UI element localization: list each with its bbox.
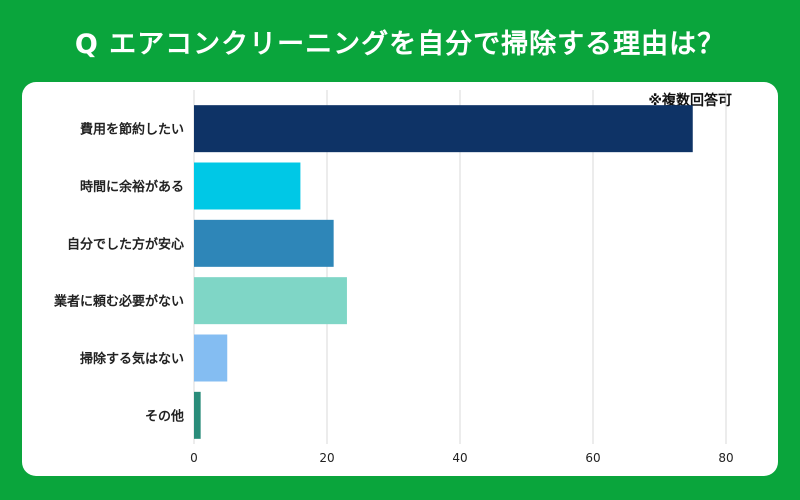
multiple-answer-note: ※複数回答可	[648, 93, 732, 109]
x-tick-label: 80	[718, 451, 733, 465]
chart-title: Q エアコンクリーニングを自分で掃除する理由は？	[74, 28, 726, 60]
bar	[194, 162, 301, 210]
category-label: 費用を節約したい	[80, 122, 184, 138]
category-label: 業者に頼む必要がない	[53, 294, 184, 310]
category-label: 時間に余裕がある	[80, 179, 184, 195]
bar	[194, 334, 228, 382]
bar	[194, 105, 693, 153]
bar-chart: 費用を節約したい時間に余裕がある自分でした方が安心業者に頼む必要がない掃除する気…	[53, 90, 734, 465]
category-label: 自分でした方が安心	[67, 236, 184, 252]
x-tick-label: 0	[190, 451, 198, 465]
bar	[194, 219, 334, 267]
chart-panel: ※複数回答可 費用を節約したい 時間に余裕がある自分でした方が安心業者に頼む必要が…	[22, 82, 778, 476]
x-tick-label: 20	[319, 451, 334, 465]
x-tick-label: 60	[585, 451, 600, 465]
category-label: 掃除する気はない	[80, 351, 184, 367]
bar	[194, 277, 347, 325]
bar	[194, 391, 201, 439]
category-label: その他	[145, 408, 184, 424]
x-tick-label: 40	[452, 451, 467, 465]
